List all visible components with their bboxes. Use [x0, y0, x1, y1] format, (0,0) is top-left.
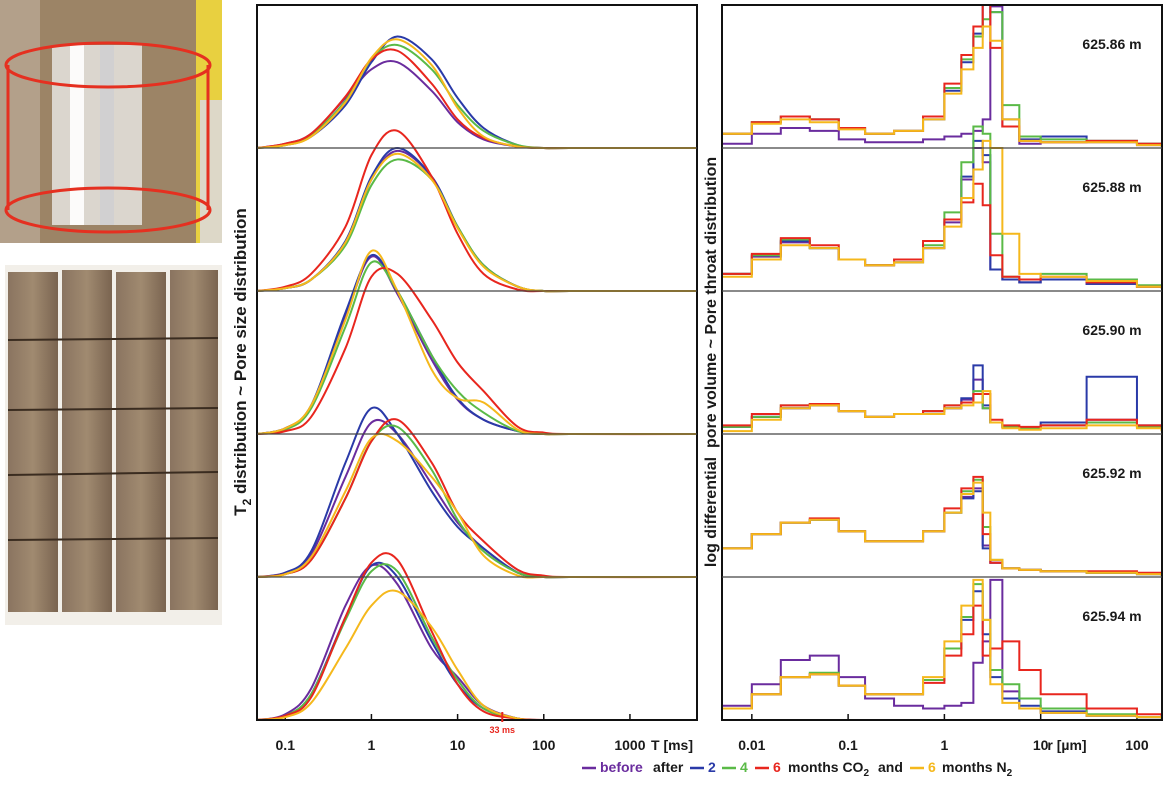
series-line: [258, 260, 696, 436]
legend-label: 4: [740, 759, 748, 775]
legend-text: and: [878, 759, 903, 775]
x-tick-label: 10: [1033, 737, 1049, 753]
x-axis-label: r [µm]: [1047, 737, 1086, 753]
series-line: [723, 478, 1161, 576]
x-tick-label: 0.1: [838, 737, 858, 753]
x-tick-label: 0.01: [738, 737, 765, 753]
series-line: [723, 578, 1161, 719]
legend-text: months N2: [942, 759, 1013, 779]
series-line: [258, 48, 696, 150]
core-photo: [0, 0, 222, 243]
panel-label: 625.88 m: [1082, 179, 1141, 195]
series-line: [258, 418, 696, 579]
samples-photo: [5, 265, 222, 625]
x-axis-label: T [ms]: [651, 737, 693, 753]
left-frame: [256, 4, 698, 721]
series-line: [723, 25, 1161, 147]
legend-text: months CO2: [788, 759, 869, 779]
x-tick-label: 100: [1125, 737, 1149, 753]
legend-label: 6: [928, 759, 936, 775]
plot-area: [723, 6, 1161, 719]
right-frame: [721, 4, 1163, 721]
x-tick-label: 1000: [614, 737, 645, 753]
legend-text: after: [653, 759, 684, 775]
series-line: [723, 392, 1161, 430]
panel-label: 625.90 m: [1082, 322, 1141, 338]
legend-text: 2: [1007, 768, 1013, 779]
series-line: [723, 583, 1161, 719]
series-line: [258, 561, 696, 719]
panel-label: 625.92 m: [1082, 465, 1141, 481]
series-line: [723, 147, 1161, 289]
series-line: [723, 475, 1161, 576]
legend-text: months N: [942, 759, 1007, 775]
left-y-label: T2 distribution ~ Pore size distribution: [231, 208, 254, 516]
series-line: [723, 6, 1161, 146]
series-line: [723, 11, 1161, 146]
series-line: [258, 563, 696, 719]
series-line: [723, 139, 1161, 289]
x-tick-label: 100: [532, 737, 556, 753]
series-line: [723, 139, 1161, 289]
x-tick-label: 10: [450, 737, 466, 753]
x-tick-label: 1: [940, 737, 948, 753]
x-tick-label: 1: [368, 737, 376, 753]
plot-area: [258, 35, 696, 719]
series-line: [723, 6, 1161, 147]
series-line: [258, 552, 696, 719]
panel-label: 625.86 m: [1082, 36, 1141, 52]
series-line: [258, 152, 696, 293]
legend-label: before: [600, 759, 643, 775]
legend-label: 2: [708, 759, 716, 775]
panel-label: 625.94 m: [1082, 608, 1141, 624]
annotation-label: 33 ms: [490, 725, 516, 735]
series-line: [258, 249, 696, 436]
series-line: [723, 578, 1161, 719]
series-line: [258, 158, 696, 293]
legend-label: 6: [773, 759, 781, 775]
series-line: [258, 406, 696, 579]
legend-text: months CO: [788, 759, 864, 775]
legend-text: 2: [863, 768, 869, 779]
x-tick-label: 0.1: [276, 737, 296, 753]
series-line: [258, 563, 696, 719]
series-line: [258, 418, 696, 579]
series-line: [723, 182, 1161, 289]
series-line: [723, 125, 1161, 289]
series-line: [723, 6, 1161, 146]
series-line: [723, 481, 1161, 576]
series-line: [723, 390, 1161, 433]
legend: before after 2 4 6 months CO2 and 6 months N2: [582, 759, 1013, 779]
series-line: [258, 424, 696, 579]
right-y-label: log differential pore volume ~ Pore thro…: [703, 157, 720, 567]
series-line: [723, 490, 1161, 576]
series-line: [258, 129, 696, 293]
series-line: [258, 589, 696, 719]
series-line: [258, 38, 696, 150]
series-line: [258, 432, 696, 579]
